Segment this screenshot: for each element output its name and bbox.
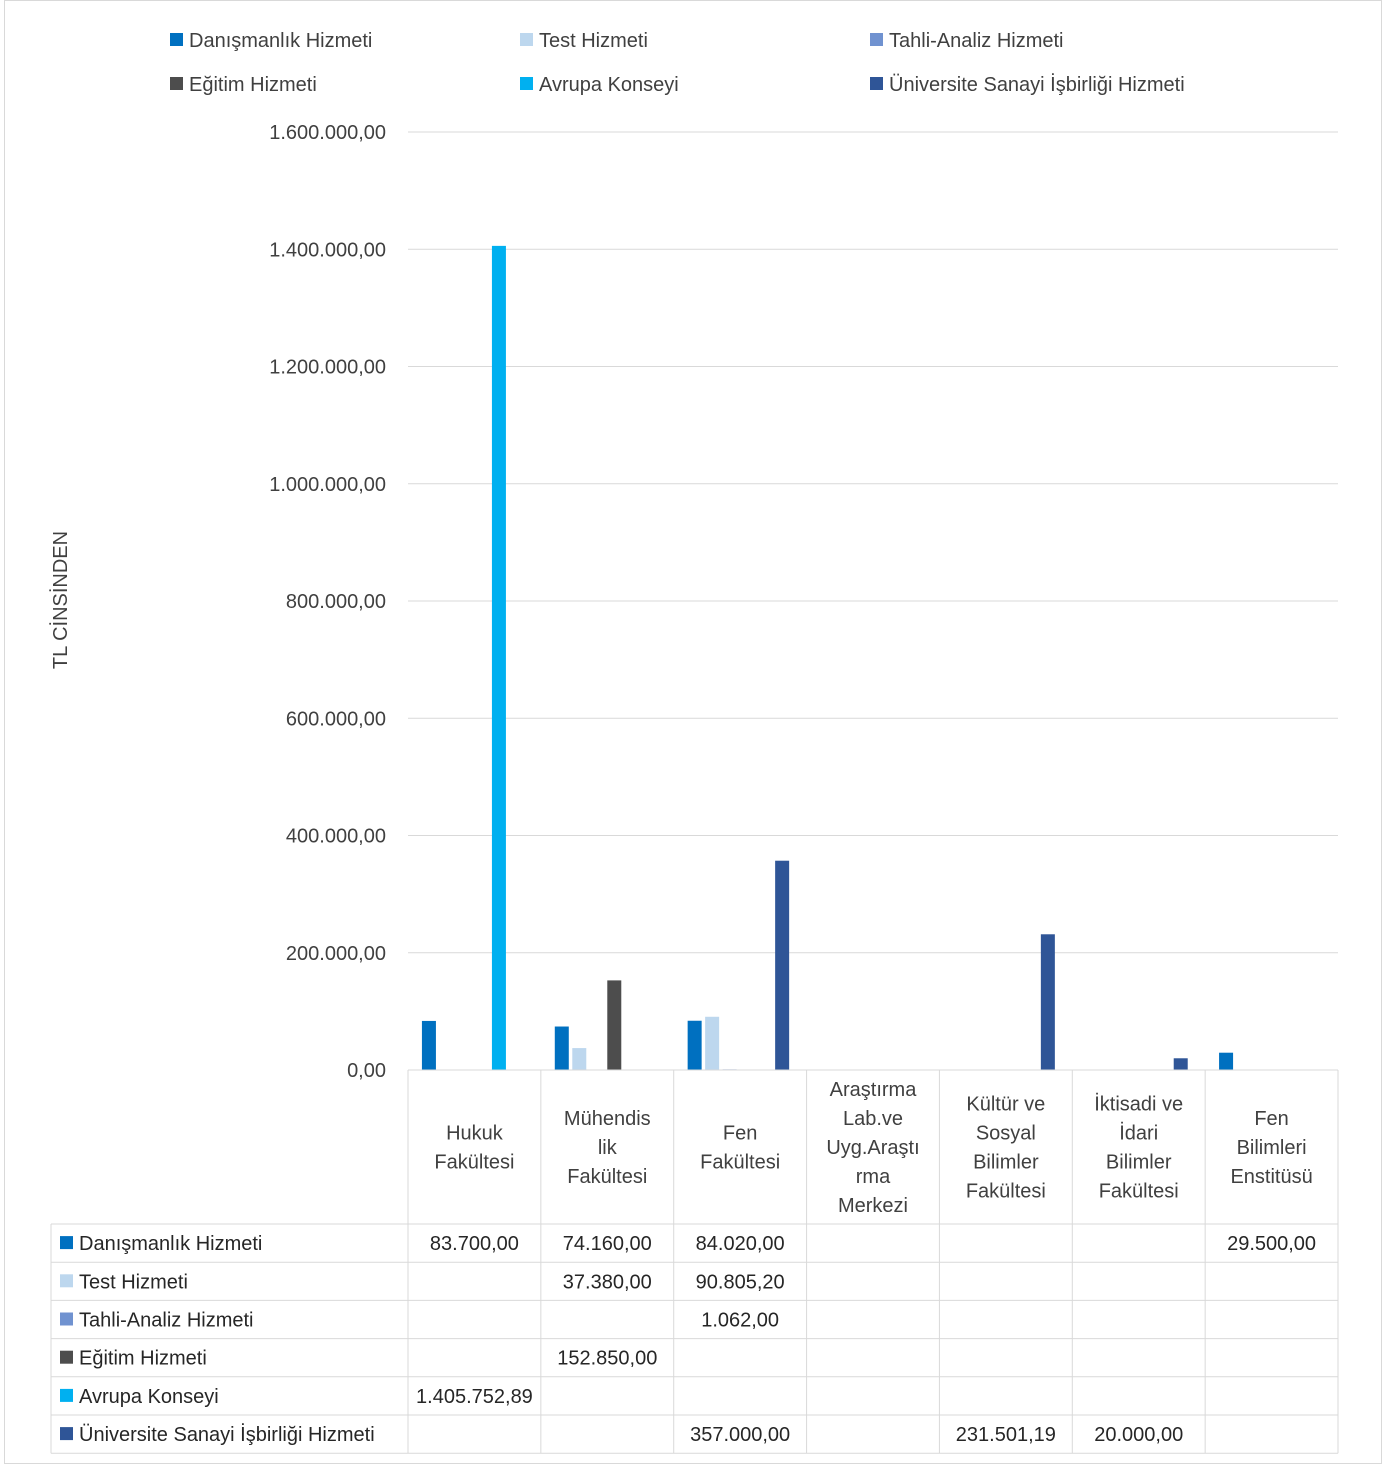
- chart-frame: [4, 0, 1382, 1464]
- bar-1-1: [421, 1020, 436, 1070]
- bar-2-2: [572, 1048, 587, 1070]
- y-tick-label-2: 400.000,00: [286, 826, 386, 848]
- bar-1-2: [554, 1026, 569, 1070]
- bars: [421, 245, 1234, 1070]
- y-tick-label-3: 600.000,00: [286, 708, 386, 730]
- table-row-label-5: Avrupa Konseyi: [79, 1386, 219, 1408]
- category-label-2: Mühendis lik Fakültesi: [564, 1108, 651, 1188]
- category-label-6: İktisadi ve İdari Bilimler Fakültesi: [1094, 1093, 1183, 1203]
- legend-swatch-6: [870, 77, 883, 90]
- y-tick-label-1: 200.000,00: [286, 943, 386, 965]
- table-row-swatch-2: [60, 1274, 73, 1288]
- y-axis-label: TL CİNSİNDEN: [49, 531, 72, 669]
- gridlines: [408, 131, 1338, 1071]
- bar-6-5: [1040, 934, 1055, 1070]
- table-cell-3-3: 1.062,00: [701, 1310, 779, 1332]
- table-cell-2-3: 90.805,20: [696, 1271, 785, 1293]
- legend-label-5: Avrupa Konseyi: [539, 74, 679, 96]
- y-axis: 0,00 200.000,00 400.000,00 600.000,00 800.00…: [269, 122, 386, 1082]
- table-cell-6-3: 357.000,00: [690, 1424, 790, 1446]
- table-cell-2-2: 37.380,00: [563, 1271, 652, 1293]
- y-tick-label-0: 0,00: [347, 1060, 386, 1082]
- table-row-label-3: Tahli-Analiz Hizmeti: [79, 1310, 254, 1332]
- table-cell-6-5: 231.501,19: [956, 1424, 1056, 1446]
- bar-1-3: [687, 1020, 702, 1070]
- y-tick-label-7: 1.400.000,00: [269, 239, 386, 261]
- bar-1-7: [1219, 1052, 1234, 1070]
- category-label-1: Hukuk Fakültesi: [434, 1123, 514, 1174]
- table-cell-1-2: 74.160,00: [563, 1233, 652, 1255]
- table-cell-1-1: 83.700,00: [430, 1233, 519, 1255]
- table-cell-5-1: 1.405.752,89: [416, 1386, 533, 1408]
- bar-6-6: [1173, 1058, 1188, 1070]
- table-cell-6-6: 20.000,00: [1094, 1424, 1183, 1446]
- legend-swatch-1: [170, 33, 183, 46]
- table-row-swatch-4: [60, 1350, 73, 1364]
- category-label-5: Kültür ve Sosyal Bilimler Fakültesi: [966, 1094, 1046, 1203]
- legend-label-3: Tahli-Analiz Hizmeti: [889, 30, 1064, 52]
- bar-4-2: [607, 980, 622, 1070]
- y-tick-label-5: 1.000.000,00: [269, 474, 386, 496]
- bar-2-3: [705, 1016, 720, 1070]
- table-row-label-4: Eğitim Hizmeti: [79, 1348, 207, 1370]
- table-row-swatch-3: [60, 1312, 73, 1326]
- y-tick-label-4: 800.000,00: [286, 591, 386, 613]
- table-cell-1-3: 84.020,00: [696, 1233, 785, 1255]
- legend-swatch-5: [520, 77, 533, 90]
- legend-swatch-3: [870, 33, 883, 46]
- table-cell-1-7: 29.500,00: [1227, 1233, 1316, 1255]
- table-row-label-1: Danışmanlık Hizmeti: [79, 1233, 262, 1255]
- category-label-7: Fen Bilimleri Enstitüsü: [1230, 1108, 1312, 1188]
- data-table: Hukuk Fakültesi Mühendis lik Fakültesi Fen Fak…: [50, 1069, 1339, 1454]
- bar-5-1: [491, 245, 506, 1070]
- legend-swatch-4: [170, 77, 183, 90]
- table-row-label-6: Üniversite Sanayi İşbirliği Hizmeti: [79, 1423, 375, 1446]
- legend-swatch-2: [520, 33, 533, 46]
- legend-label-6: Üniversite Sanayi İşbirliği Hizmeti: [889, 73, 1185, 96]
- category-label-3: Fen Fakültesi: [700, 1123, 780, 1174]
- table-cell-4-2: 152.850,00: [557, 1348, 657, 1370]
- legend: Danışmanlık Hizmeti Test Hizmeti Tahli-Ana…: [170, 30, 1185, 96]
- legend-label-1: Danışmanlık Hizmeti: [189, 30, 372, 52]
- y-tick-label-6: 1.200.000,00: [269, 357, 386, 379]
- bar-6-3: [775, 860, 790, 1070]
- table-row-swatch-1: [60, 1236, 73, 1250]
- legend-label-2: Test Hizmeti: [539, 30, 648, 52]
- table-row-label-2: Test Hizmeti: [79, 1271, 188, 1293]
- category-label-4: Araştırma Lab.ve Uyg.Araştı rma Merkezi: [826, 1079, 919, 1217]
- y-tick-label-8: 1.600.000,00: [269, 122, 386, 144]
- table-row-swatch-5: [60, 1388, 73, 1402]
- table-row-swatch-6: [60, 1427, 73, 1441]
- legend-label-4: Eğitim Hizmeti: [189, 74, 317, 96]
